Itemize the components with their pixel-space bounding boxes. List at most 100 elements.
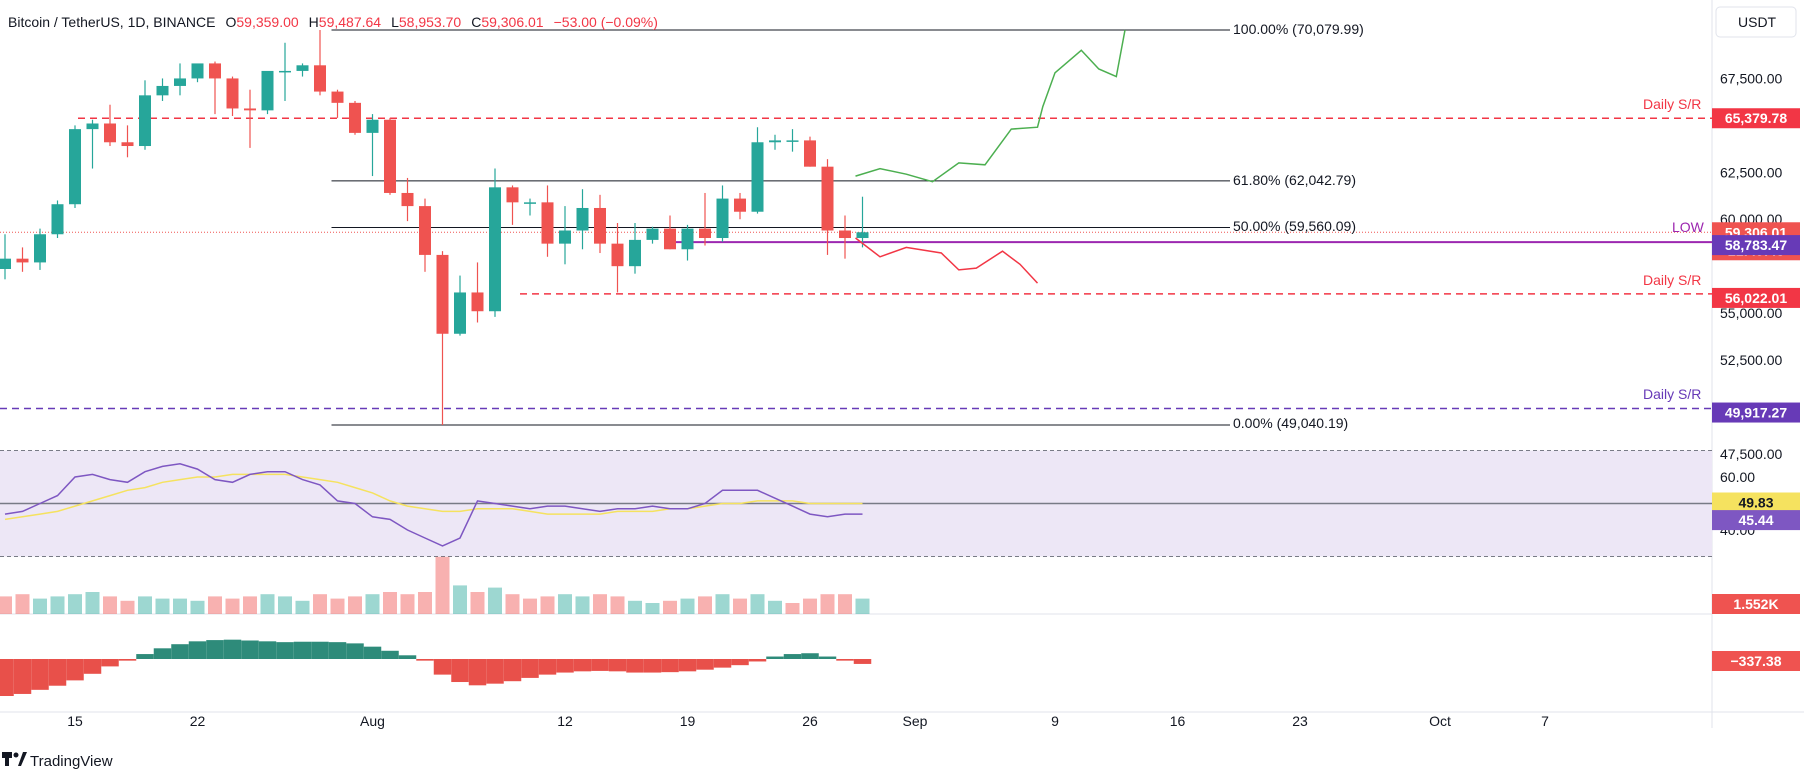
macd-bar bbox=[766, 656, 784, 659]
time-tick: 22 bbox=[190, 713, 206, 729]
macd-bar bbox=[556, 659, 574, 673]
candle-body bbox=[401, 192, 414, 207]
currency-button[interactable] bbox=[1715, 6, 1797, 38]
macd-bar bbox=[538, 659, 557, 675]
candle-body bbox=[139, 95, 151, 147]
candle-body bbox=[629, 239, 641, 267]
macd-bar bbox=[801, 653, 819, 659]
macd-bar bbox=[451, 659, 469, 683]
candle-body bbox=[121, 142, 134, 147]
macd-bar bbox=[171, 644, 189, 659]
badge-macd-bg bbox=[1712, 651, 1800, 671]
volume-bar bbox=[85, 592, 100, 614]
macd-bar bbox=[853, 659, 872, 664]
volume-bar bbox=[505, 594, 520, 614]
volume-bar bbox=[348, 596, 362, 614]
candle-body bbox=[331, 91, 344, 103]
macd-bar bbox=[48, 659, 67, 686]
candle-body bbox=[646, 228, 659, 240]
macd-bar bbox=[241, 640, 259, 659]
macd-bar bbox=[643, 659, 662, 673]
candle-body bbox=[471, 292, 484, 312]
macd-bar bbox=[101, 659, 119, 667]
badge-sr-mid-bg bbox=[1712, 287, 1800, 308]
macd-bar bbox=[591, 659, 609, 671]
badge-sr-high-bg bbox=[1712, 108, 1800, 129]
price-tick: 67,500.00 bbox=[1720, 70, 1782, 86]
time-tick: 23 bbox=[1292, 713, 1308, 729]
macd-bar bbox=[223, 639, 242, 659]
candle-body bbox=[226, 78, 239, 109]
volume-bar bbox=[558, 594, 572, 614]
candle-body bbox=[681, 228, 694, 250]
sr-label-mid: Daily S/R bbox=[1643, 272, 1701, 288]
candle-body bbox=[174, 78, 186, 86]
candle-body bbox=[699, 228, 711, 239]
macd-bar bbox=[118, 659, 137, 661]
volume-bar bbox=[698, 596, 712, 614]
volume-bar bbox=[208, 596, 222, 614]
low-label: LOW bbox=[1672, 219, 1705, 235]
volume-bar bbox=[435, 556, 450, 614]
time-tick: 15 bbox=[67, 713, 83, 729]
macd-bar bbox=[521, 659, 539, 678]
candle-body bbox=[751, 142, 764, 212]
macd-bar bbox=[381, 650, 399, 659]
candle-body bbox=[664, 228, 676, 250]
candle-body bbox=[314, 65, 326, 92]
macd-bar bbox=[83, 659, 102, 674]
candle-body bbox=[786, 140, 799, 142]
badge-low: 58,783.47 bbox=[1725, 237, 1787, 253]
time-tick: Sep bbox=[903, 713, 928, 729]
volume-bar bbox=[803, 598, 817, 614]
candle-body bbox=[716, 198, 729, 239]
macd-bar bbox=[486, 659, 504, 684]
candle-body bbox=[349, 102, 361, 133]
badge-sr-low: 49,917.27 bbox=[1725, 405, 1787, 421]
projections bbox=[855, 29, 1126, 284]
candle-body bbox=[541, 202, 554, 244]
volume-bar bbox=[15, 594, 30, 614]
badge-sr-low-bg bbox=[1712, 402, 1800, 423]
macd-bar bbox=[416, 659, 434, 661]
brand-name: TradingView bbox=[30, 753, 113, 770]
candle-body bbox=[769, 140, 781, 143]
candle-body bbox=[366, 119, 379, 133]
candle-body bbox=[594, 207, 606, 244]
volume-bar bbox=[663, 600, 677, 614]
macd-bar bbox=[0, 659, 14, 696]
volume-bar bbox=[138, 596, 152, 614]
macd-bar bbox=[468, 659, 487, 686]
macd-bar bbox=[328, 642, 347, 659]
time-axis[interactable]: 15 22 Aug 12 19 26 Sep 9 16 23 Oct 7 bbox=[67, 713, 1549, 729]
time-tick: Aug bbox=[360, 713, 385, 729]
fib-618-label: 61.80% (62,042.79) bbox=[1233, 172, 1356, 188]
volume-bar bbox=[0, 596, 12, 614]
macd-bar bbox=[13, 659, 32, 694]
candle-body bbox=[856, 232, 869, 239]
volume-bar bbox=[260, 594, 275, 614]
rsi-lines bbox=[4, 463, 863, 547]
candle-body bbox=[821, 166, 834, 231]
volume-bar bbox=[190, 600, 205, 614]
legend-symbol[interactable]: Bitcoin / TetherUS, 1D, BINANCE O59,359.0… bbox=[8, 14, 658, 30]
volume-bar bbox=[330, 598, 345, 614]
volume-bar bbox=[575, 596, 590, 614]
badge-rsi: 45.44 bbox=[1738, 512, 1773, 528]
badge-volume-bg bbox=[1712, 594, 1800, 614]
volume-bar bbox=[120, 600, 135, 614]
macd-bar bbox=[626, 659, 644, 673]
badge-sr-high: 65,379.78 bbox=[1725, 110, 1787, 126]
candle-body bbox=[16, 258, 29, 263]
macd-bar bbox=[608, 659, 627, 672]
volume-bar bbox=[103, 596, 117, 614]
macd-bar bbox=[363, 646, 382, 659]
volume-bar bbox=[488, 587, 502, 614]
tradingview-logo-icon[interactable] bbox=[2, 752, 27, 766]
candle-body bbox=[86, 123, 99, 130]
volume-bar bbox=[365, 594, 380, 614]
macd-bar bbox=[748, 659, 767, 662]
candle-body bbox=[191, 63, 204, 79]
volume-bar bbox=[68, 594, 82, 614]
